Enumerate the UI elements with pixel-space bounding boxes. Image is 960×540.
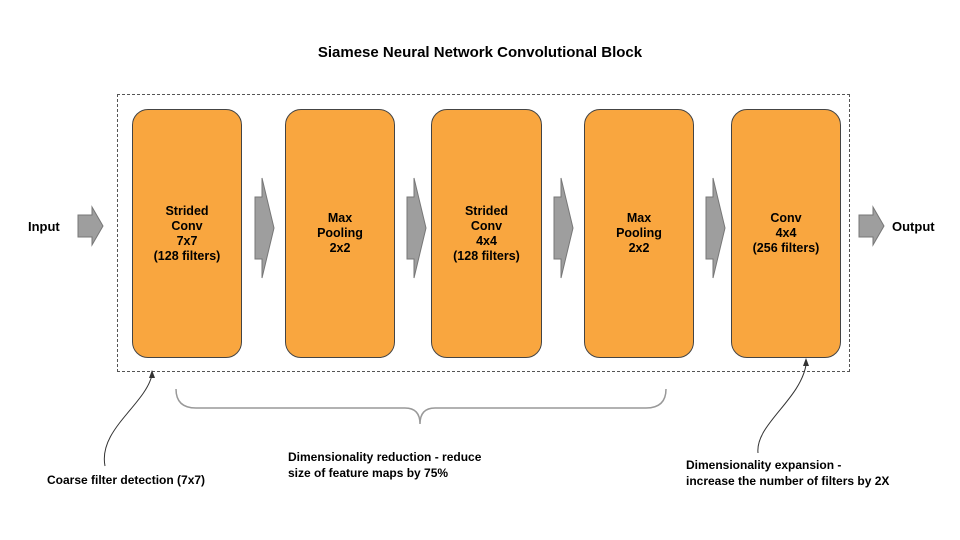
block-line: (256 filters) — [752, 241, 820, 255]
note-line: Dimensionality expansion - — [686, 458, 842, 472]
block-line: (128 filters) — [453, 248, 520, 263]
block-line: Conv — [470, 218, 503, 233]
max-pooling-block-1: Max Pooling 2x2 — [285, 109, 395, 358]
max-pooling-block-2: Max Pooling 2x2 — [584, 109, 694, 358]
diagram-title: Siamese Neural Network Convolutional Blo… — [317, 44, 643, 61]
block-line: Pooling — [317, 226, 363, 240]
block-line: 2x2 — [628, 241, 650, 255]
arrow-right-icon — [553, 177, 574, 279]
note-line: Dimensionality reduction - reduce — [288, 450, 482, 464]
callout-arrowhead-icon — [803, 358, 809, 366]
block-line: (128 filters) — [153, 248, 221, 263]
strided-conv-7x7-block: Strided Conv 7x7 (128 filters) — [132, 109, 242, 358]
arrow-right-icon — [406, 177, 427, 279]
block-line: Conv — [171, 218, 203, 233]
input-arrow-icon — [77, 205, 104, 247]
note-line: size of feature maps by 75% — [288, 466, 449, 480]
block-line: Strided — [464, 203, 509, 218]
arrow-right-icon — [705, 177, 726, 279]
output-arrow-icon — [858, 205, 885, 247]
block-line: Strided — [165, 203, 209, 218]
convolutional-block-group — [117, 94, 850, 372]
coarse-filter-note: Coarse filter detection (7x7) — [47, 472, 205, 488]
coarse-callout-line — [103, 374, 153, 467]
block-line: 4x4 — [476, 233, 497, 248]
expansion-note: Dimensionality expansion - increase the … — [686, 457, 889, 489]
block-line: Conv — [770, 211, 802, 225]
input-label: Input — [28, 219, 60, 234]
block-line: Max — [327, 211, 353, 225]
note-line: Coarse filter detection (7x7) — [47, 473, 206, 487]
reduction-brace — [175, 388, 667, 425]
reduction-note: Dimensionality reduction - reduce size o… — [288, 449, 481, 481]
output-label: Output — [892, 219, 935, 234]
block-line: 2x2 — [329, 241, 351, 255]
block-line: Pooling — [616, 226, 662, 240]
strided-conv-4x4-block: Strided Conv 4x4 (128 filters) — [431, 109, 542, 358]
block-line: 7x7 — [176, 233, 198, 248]
callout-arrowhead-icon — [149, 370, 155, 378]
expansion-callout-line — [757, 364, 807, 454]
block-line: Max — [626, 211, 652, 225]
note-line: increase the number of filters by 2X — [686, 474, 890, 488]
block-line: 4x4 — [775, 226, 797, 240]
conv-4x4-block: Conv 4x4 (256 filters) — [731, 109, 841, 358]
arrow-right-icon — [254, 177, 275, 279]
